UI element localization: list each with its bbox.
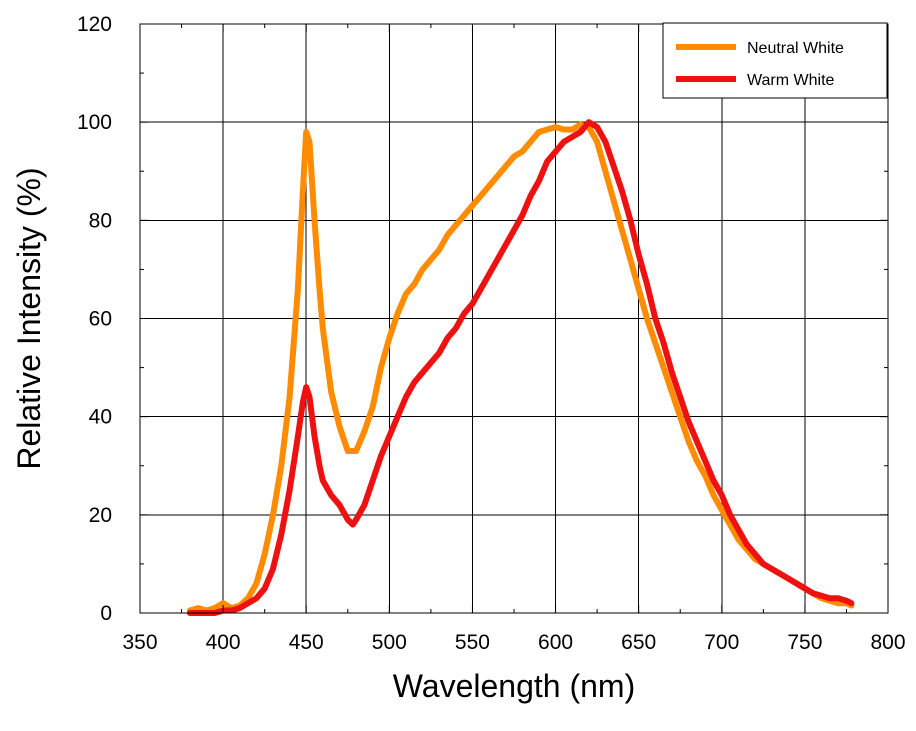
series-line-neutral-white (186, 121, 855, 614)
y-tick-label: 80 (89, 209, 112, 232)
x-tick-label: 500 (372, 631, 407, 654)
x-tick-labels: 350 400 450 500 550 600 650 700 750 800 (122, 631, 905, 654)
x-tick-label: 800 (870, 631, 905, 654)
y-axis-title: Relative Intensity (%) (11, 167, 47, 469)
axis-ticks (139, 23, 889, 614)
grid (139, 23, 889, 614)
x-axis-title: Wavelength (nm) (393, 668, 635, 704)
y-tick-label: 40 (89, 406, 112, 429)
x-tick-label: 750 (787, 631, 822, 654)
y-tick-label: 20 (89, 504, 112, 527)
legend-label-warm-white: Warm White (747, 72, 835, 89)
x-tick-label: 550 (455, 631, 490, 654)
x-tick-label: 450 (289, 631, 324, 654)
y-tick-labels: 0 20 40 60 80 100 120 (77, 13, 112, 625)
y-tick-label: 0 (100, 602, 112, 625)
y-tick-label: 120 (77, 13, 112, 36)
x-tick-label: 700 (704, 631, 739, 654)
y-tick-label: 100 (77, 111, 112, 134)
y-tick-label: 60 (89, 308, 112, 331)
series-line-warm-white (186, 119, 855, 616)
x-tick-label: 350 (122, 631, 157, 654)
legend-box (662, 22, 888, 99)
x-tick-label: 600 (538, 631, 573, 654)
legend-label-neutral-white: Neutral White (747, 40, 844, 57)
x-tick-label: 400 (206, 631, 241, 654)
series-layer (186, 119, 855, 616)
x-tick-label: 650 (621, 631, 656, 654)
legend: Neutral White Warm White (662, 22, 888, 99)
